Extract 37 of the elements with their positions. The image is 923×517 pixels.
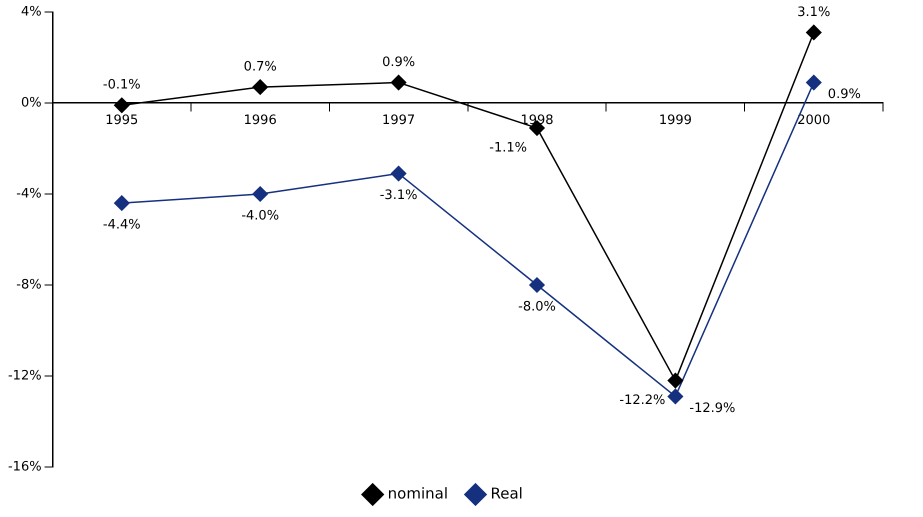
- y-tick-label: 0%: [20, 95, 42, 110]
- data-label: -12.2%: [619, 392, 666, 408]
- legend-label: Real: [490, 484, 523, 502]
- point: [252, 186, 268, 202]
- y-tick-label: -8%: [16, 277, 42, 292]
- point: [806, 24, 822, 40]
- data-label: -0.1%: [102, 78, 141, 93]
- y-tick-label: 4%: [20, 4, 42, 20]
- x-tick-label: 1995: [105, 113, 138, 128]
- data-label: 0.9%: [382, 54, 416, 70]
- point: [390, 74, 406, 90]
- point: [529, 277, 545, 293]
- data-label: -3.1%: [380, 188, 418, 203]
- y-tick-label: -4%: [16, 186, 42, 202]
- y-tick-label: -12%: [8, 368, 42, 384]
- x-tick-label: 1996: [244, 113, 277, 128]
- legend-label: nominal: [388, 484, 448, 502]
- point: [668, 372, 684, 388]
- data-label: 0.7%: [244, 59, 277, 74]
- point: [668, 388, 684, 404]
- x-tick-label: 2000: [797, 113, 830, 128]
- data-label: 3.1%: [797, 4, 830, 20]
- point: [114, 98, 130, 114]
- data-label: -12.9%: [689, 400, 736, 416]
- x-tick-label: 1999: [658, 113, 692, 128]
- data-label: -4.4%: [102, 217, 141, 232]
- data-label: -8.0%: [518, 299, 556, 314]
- x-tick-label: 1998: [520, 113, 554, 128]
- x-tick-label: 1997: [382, 113, 416, 128]
- y-tick-label: -16%: [8, 459, 42, 474]
- data-label: 0.9%: [828, 86, 861, 102]
- point: [806, 74, 822, 90]
- point: [252, 79, 268, 95]
- data-label: -1.1%: [489, 140, 527, 156]
- point: [114, 195, 130, 211]
- data-label: -4.0%: [241, 208, 280, 224]
- point: [390, 166, 406, 182]
